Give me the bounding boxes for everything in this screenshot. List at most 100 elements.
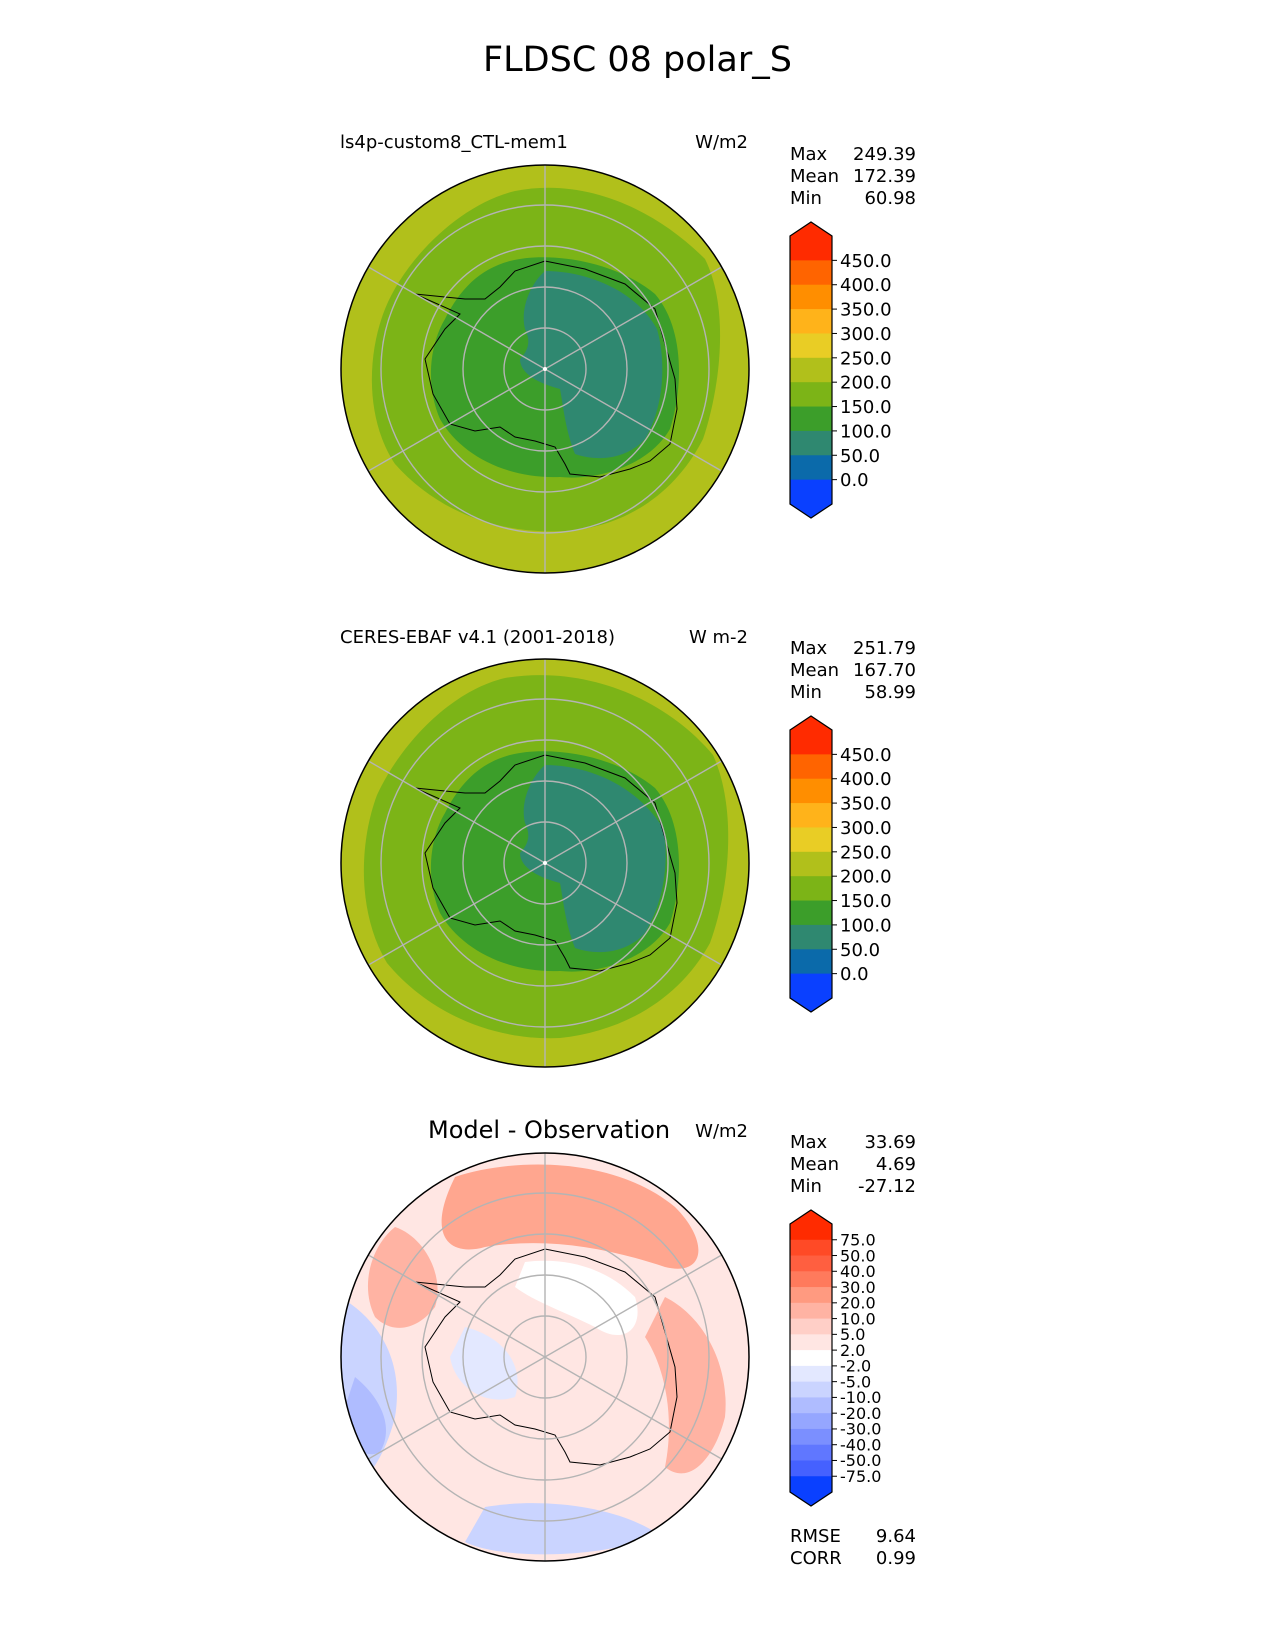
colorbar-swatch [790, 1365, 832, 1383]
colorbar-bottom-extension [790, 1492, 832, 1506]
colorbar-swatch [790, 357, 832, 383]
stat-value: 167.70 [853, 660, 916, 681]
colorbar-swatch [790, 1476, 832, 1493]
coastline [414, 260, 678, 478]
colorbar-tick-label: 40.0 [840, 1262, 876, 1281]
colorbar-swatch [790, 1428, 832, 1446]
colorbar-outline [789, 715, 833, 1013]
stat-value: 4.69 [875, 1154, 916, 1175]
colorbar-swatch [790, 803, 832, 829]
stat-mean: Mean 172.39 [790, 166, 916, 188]
stat-rmse: RMSE 9.64 [790, 1526, 916, 1548]
stat-label: Mean [790, 660, 840, 681]
stat-label: Min [790, 1176, 822, 1197]
stat-max: Max 249.39 [790, 144, 916, 166]
colorbar-swatch [790, 754, 832, 780]
coastline [414, 1248, 678, 1466]
stat-max: Max 33.69 [790, 1132, 916, 1154]
pole-marker [543, 861, 547, 865]
colorbar-swatch [790, 236, 832, 261]
colorbar-tick-label: 250.0 [840, 842, 892, 863]
colorbar-swatch [790, 406, 832, 432]
map-frame [340, 164, 750, 574]
stat-label: CORR [790, 1548, 842, 1569]
stat-corr: CORR 0.99 [790, 1548, 916, 1570]
panel3-extra-stats: RMSE 9.64 CORR 0.99 [790, 1526, 916, 1570]
panel2-title: CERES-EBAF v4.1 (2001-2018) [340, 627, 616, 648]
stat-value: 33.69 [864, 1132, 916, 1153]
colorbar-top-extension [790, 1210, 832, 1224]
stat-max: Max 251.79 [790, 638, 916, 660]
panel1-units: W/m2 [695, 132, 748, 153]
stat-min: Min -27.12 [790, 1176, 916, 1198]
colorbar-swatch [790, 430, 832, 456]
stat-value: 58.99 [864, 682, 916, 703]
stat-label: Min [790, 682, 822, 703]
panel1-title: ls4p-custom8_CTL-mem1 [340, 132, 568, 153]
colorbar-swatch [790, 309, 832, 335]
stat-label: Max [790, 144, 828, 165]
panel1-colorbar: 450.0 400.0 350.0 300.0 250.0 200.0 150.0 100.0… [789, 221, 892, 519]
colorbar-swatch [790, 1271, 832, 1288]
positive-anomaly-north [441, 1164, 699, 1269]
colorbar-swatch [790, 455, 832, 481]
colorbar-tick-label: 2.0 [840, 1341, 865, 1360]
colorbar-swatch [790, 1255, 832, 1272]
colorbar-tick-label: -30.0 [840, 1420, 881, 1439]
colorbar-tick-label: 400.0 [840, 769, 892, 790]
plateau-region [520, 271, 663, 459]
colorbar-tick-label: 0.0 [840, 964, 869, 985]
colorbar-tick-label: 20.0 [840, 1294, 876, 1313]
stat-label: Mean [790, 1154, 840, 1175]
colorbar-tick-label: 200.0 [840, 373, 892, 394]
colorbar-top-extension [790, 222, 832, 236]
stat-min: Min 58.99 [790, 682, 916, 704]
colorbar-tick-label: 100.0 [840, 421, 892, 442]
stat-mean: Mean 167.70 [790, 660, 916, 682]
colorbar-swatch [790, 876, 832, 902]
stat-value: 249.39 [853, 144, 916, 165]
colorbar-tick-label: 450.0 [840, 745, 892, 766]
colorbar-bottom-extension [790, 504, 832, 518]
colorbar-outline [789, 221, 833, 519]
panel3-colorbar: 75.050.040.030.020.010.05.02.0-2.0-5.0-1… [789, 1209, 881, 1507]
colorbar-tick-label: 350.0 [840, 300, 892, 321]
colorbar-swatch [790, 284, 832, 310]
colorbar-tick-label: 150.0 [840, 891, 892, 912]
colorbar-swatch [790, 1444, 832, 1462]
stat-label: Max [790, 1132, 828, 1153]
stat-value: 251.79 [853, 638, 916, 659]
panel2-stats: Max 251.79 Mean 167.70 Min 58.99 [790, 638, 916, 704]
colorbar-tick-label: -2.0 [840, 1357, 871, 1376]
colorbar-swatch [790, 1334, 832, 1351]
colorbar-swatch [790, 1413, 832, 1430]
colorbar-tick-label: 75.0 [840, 1231, 876, 1250]
plateau-region [520, 765, 666, 953]
colorbar-swatch [790, 924, 832, 950]
colorbar-tick-label: 30.0 [840, 1278, 876, 1297]
colorbar-swatch [790, 900, 832, 926]
colorbar-tick-label: 150.0 [840, 397, 892, 418]
colorbar-swatch [790, 851, 832, 877]
colorbar-swatch [790, 1224, 832, 1241]
colorbar-tick-label: 250.0 [840, 348, 892, 369]
colorbar-bottom-extension [790, 998, 832, 1012]
stat-mean: Mean 4.69 [790, 1154, 916, 1176]
colorbar-tick-label: 350.0 [840, 794, 892, 815]
colorbar-swatch [790, 333, 832, 359]
positive-anomaly-east [645, 1297, 726, 1474]
colorbar-swatch [790, 1381, 832, 1399]
colorbar-tick-label: -5.0 [840, 1372, 871, 1391]
colorbar-tick-label: 50.0 [840, 446, 880, 467]
colorbar-tick-label: 300.0 [840, 324, 892, 345]
colorbar-tick-label: 400.0 [840, 275, 892, 296]
colorbar-swatch [790, 1302, 832, 1320]
stat-label: Min [790, 188, 822, 209]
colorbar-tick-label: 50.0 [840, 1246, 876, 1265]
panel2-map [340, 658, 750, 1068]
colorbar-swatch [790, 730, 832, 755]
colorbar-top-extension [790, 716, 832, 730]
colorbar-swatch [790, 949, 832, 975]
colorbar-tick-label: -40.0 [840, 1435, 881, 1454]
colorbar-swatch [790, 382, 832, 408]
